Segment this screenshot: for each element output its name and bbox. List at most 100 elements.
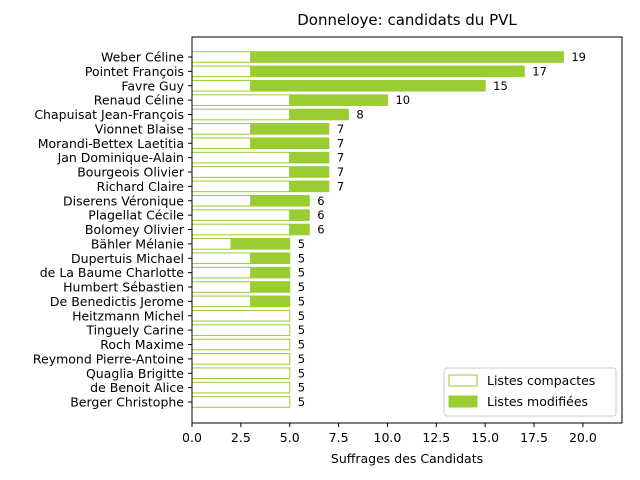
bar-11-compactes — [191, 209, 291, 221]
bar-10-compactes — [191, 194, 252, 207]
y-tick-label-1: Pointet François — [85, 64, 184, 79]
data-label-16: 5 — [298, 280, 305, 294]
x-tick-label-1: 2.5 — [231, 430, 251, 445]
plot-frame — [191, 36, 623, 424]
y-tick-label-4: Chapuisat Jean-François — [34, 107, 184, 122]
bar-16-compactes — [191, 281, 252, 293]
bar-23-compactes — [191, 381, 291, 394]
bar-4-modifiees — [289, 108, 349, 121]
data-label-8: 7 — [337, 165, 344, 179]
y-tick-label-23: de Benoit Alice — [90, 380, 184, 395]
bar-11-modifiees — [289, 209, 310, 221]
bar-24-compactes — [191, 396, 291, 408]
bar-7-compactes — [191, 151, 291, 164]
y-tick-label-15: de La Baume Charlotte — [40, 265, 185, 280]
bar-3-modifiees — [289, 94, 388, 106]
x-tick-label-4: 10.0 — [374, 430, 402, 445]
bar-3-compactes — [191, 94, 291, 106]
y-tick-label-6: Morandi-Bettex Laetitia — [38, 136, 184, 151]
bar-1-compactes — [191, 65, 252, 78]
data-label-20: 5 — [298, 338, 305, 352]
bar-12-compactes — [191, 223, 291, 236]
y-tick-label-21: Reymond Pierre-Antoine — [33, 351, 184, 366]
data-label-0: 19 — [571, 50, 586, 64]
data-label-10: 6 — [317, 194, 324, 208]
bar-22-compactes — [191, 367, 291, 380]
bar-13-modifiees — [230, 238, 291, 250]
y-tick-label-20: Roch Maxime — [100, 337, 184, 352]
data-label-15: 5 — [298, 266, 305, 280]
bar-18-compactes — [191, 309, 291, 322]
y-tick-label-10: Diserens Véronique — [63, 193, 184, 208]
bar-14-modifiees — [250, 252, 291, 265]
x-tick-label-2: 5.0 — [280, 430, 300, 445]
bar-2-modifiees — [250, 79, 486, 92]
x-tick-label-7: 17.5 — [520, 430, 548, 445]
bar-12-modifiees — [289, 223, 310, 236]
x-tick-label-8: 20.0 — [569, 430, 597, 445]
data-label-24: 5 — [298, 395, 305, 409]
data-label-17: 5 — [298, 294, 305, 308]
bar-17-modifiees — [250, 295, 291, 308]
data-label-13: 5 — [298, 237, 305, 251]
data-label-19: 5 — [298, 323, 305, 337]
data-label-4: 8 — [356, 108, 363, 122]
bar-0-modifiees — [250, 51, 564, 63]
data-label-12: 6 — [317, 223, 324, 237]
legend-label-compactes: Listes compactes — [487, 373, 595, 388]
data-label-14: 5 — [298, 251, 305, 265]
y-tick-label-7: Jan Dominique-Alain — [57, 150, 184, 165]
bar-15-modifiees — [250, 266, 291, 279]
bar-17-compactes — [191, 295, 252, 308]
bar-8-compactes — [191, 166, 291, 178]
legend-swatch-compactes — [448, 374, 478, 387]
y-tick-label-5: Vionnet Blaise — [95, 121, 185, 136]
bar-19-compactes — [191, 324, 291, 336]
data-label-22: 5 — [298, 366, 305, 380]
y-tick-label-19: Tinguely Carine — [85, 323, 184, 338]
y-tick-label-22: Quaglia Brigitte — [86, 366, 184, 381]
bar-9-modifiees — [289, 180, 330, 193]
bar-7-modifiees — [289, 151, 330, 164]
y-tick-label-12: Bolomey Olivier — [85, 222, 185, 237]
legend: Listes compactes Listes modifiées — [443, 367, 617, 417]
bar-1-modifiees — [250, 65, 525, 78]
y-tick-label-14: Dupertuis Michael — [71, 251, 184, 266]
y-tick-label-3: Renaud Céline — [94, 93, 185, 108]
bar-14-compactes — [191, 252, 252, 265]
bar-13-compactes — [191, 238, 232, 250]
y-tick-label-9: Richard Claire — [97, 179, 185, 194]
bar-9-compactes — [191, 180, 291, 193]
data-label-21: 5 — [298, 352, 305, 366]
data-label-18: 5 — [298, 309, 305, 323]
bar-10-modifiees — [250, 194, 310, 207]
y-tick-label-24: Berger Christophe — [70, 395, 184, 410]
data-label-5: 7 — [337, 122, 344, 136]
bar-8-modifiees — [289, 166, 330, 178]
data-label-9: 7 — [337, 179, 344, 193]
x-axis-label: Suffrages des Candidats — [331, 451, 483, 466]
bar-2-compactes — [191, 79, 252, 92]
bars-group — [191, 51, 564, 408]
y-tick-label-13: Bähler Mélanie — [91, 236, 184, 251]
x-tick-label-0: 0.0 — [182, 430, 202, 445]
legend-swatch-modifiees — [448, 395, 478, 408]
y-tick-label-0: Weber Céline — [101, 50, 184, 65]
legend-label-modifiees: Listes modifiées — [487, 394, 588, 409]
y-tick-label-2: Favre Guy — [121, 78, 184, 93]
data-label-2: 15 — [493, 79, 508, 93]
data-label-1: 17 — [532, 64, 547, 78]
data-label-3: 10 — [395, 93, 410, 107]
y-tick-label-11: Plagellat Cécile — [88, 208, 184, 223]
y-tick-label-18: Heitzmann Michel — [72, 308, 184, 323]
bar-21-compactes — [191, 353, 291, 365]
bar-20-compactes — [191, 338, 291, 351]
y-tick-label-16: Humbert Sébastien — [63, 280, 184, 295]
bar-16-modifiees — [250, 281, 291, 293]
x-axis-ticks: 0.0 2.5 5.0 7.5 10.0 12.5 15.0 17.5 20.0 — [182, 423, 597, 445]
x-tick-label-5: 12.5 — [422, 430, 450, 445]
bar-6-compactes — [191, 137, 252, 150]
